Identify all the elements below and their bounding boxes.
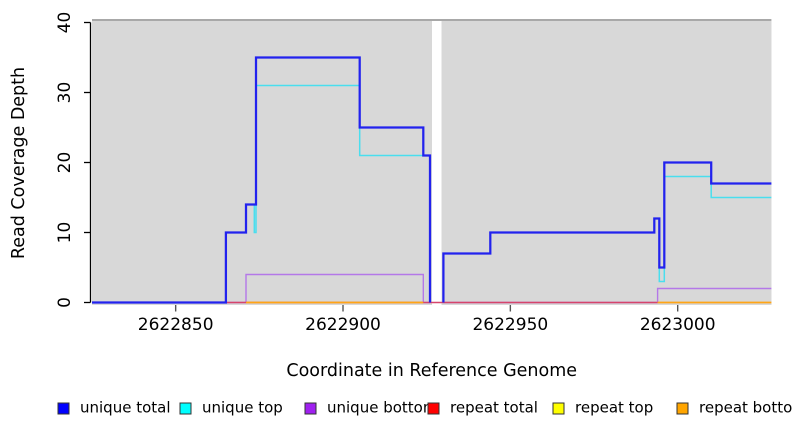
x-tick-label: 2623000 (640, 315, 716, 335)
legend-swatch-repeat-top (552, 402, 565, 415)
legend-label: unique top (202, 399, 283, 417)
y-tick-label: 10 (55, 222, 75, 244)
legend-label: repeat bottom (699, 399, 792, 417)
legend-swatch-unique-total (57, 402, 70, 415)
y-tick-label: 20 (55, 152, 75, 174)
series-unique-total-line (442, 161, 772, 303)
legend-label: unique bottom (327, 399, 437, 417)
y-tick-label: 0 (55, 297, 75, 308)
legend-item-unique-top: unique top (179, 399, 283, 417)
legend-label: repeat top (575, 399, 653, 417)
x-tick-label: 2622900 (305, 315, 381, 335)
legend-swatch-repeat-total (427, 402, 440, 415)
legend-item-repeat-total: repeat total (427, 399, 538, 417)
plot-panel-left (92, 21, 433, 305)
legend-item-unique-total: unique total (57, 399, 171, 417)
legend-item-repeat-bottom: repeat bottom (676, 399, 792, 417)
legend-label: repeat total (450, 399, 538, 417)
legend-label: unique total (80, 399, 171, 417)
x-tick-label: 2622950 (472, 315, 548, 335)
legend-swatch-repeat-bottom (676, 402, 689, 415)
x-tick-label: 2622850 (138, 315, 214, 335)
series-unique-total-line (92, 56, 432, 304)
y-axis-title: Read Coverage Depth (9, 67, 29, 259)
legend-swatch-unique-top (179, 402, 192, 415)
y-tick-label: 40 (55, 12, 75, 34)
legend-swatch-unique-bottom (304, 402, 317, 415)
x-axis-title: Coordinate in Reference Genome (286, 361, 577, 381)
legend-item-unique-bottom: unique bottom (304, 399, 437, 417)
legend-item-repeat-top: repeat top (552, 399, 653, 417)
y-tick-label: 30 (55, 82, 75, 104)
plot-panel-right (441, 21, 772, 305)
